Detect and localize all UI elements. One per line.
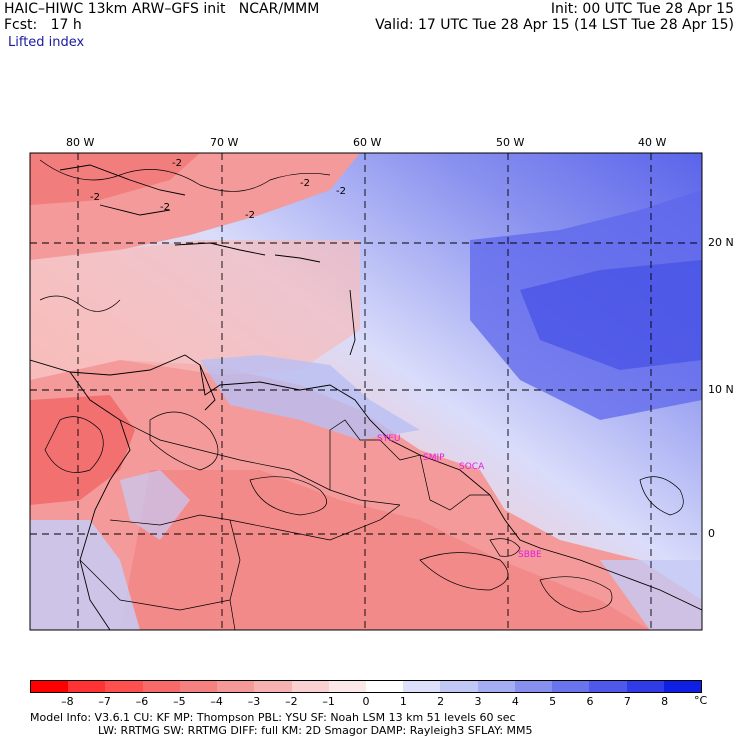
- colorbar-swatch: [291, 681, 329, 692]
- colorbar-tick-label: 3: [474, 695, 482, 708]
- colorbar-tick-label: 4: [511, 695, 519, 708]
- colorbar-swatch: [663, 681, 701, 692]
- field-name: Lifted index: [8, 35, 85, 50]
- colorbar-swatch: [254, 681, 292, 692]
- colorbar-swatch: [68, 681, 106, 692]
- colorbar-tick-label: –6: [135, 695, 149, 708]
- map-frame: [29, 152, 703, 631]
- model-info-line1: Model Info: V3.6.1 CU: KF MP: Thompson P…: [30, 711, 516, 724]
- colorbar: [30, 680, 702, 693]
- lon-label-70w: 70 W: [210, 136, 239, 149]
- lon-label-80w: 80 W: [66, 136, 95, 149]
- station-syeu: SYEU: [377, 434, 400, 444]
- colorbar-swatch: [105, 681, 143, 692]
- lat-label-20n: 20 N: [708, 236, 734, 249]
- colorbar-swatch: [179, 681, 218, 692]
- colorbar-swatch: [477, 681, 515, 692]
- colorbar-swatch: [142, 681, 180, 692]
- lat-lon-grid: [30, 153, 702, 630]
- colorbar-swatch: [589, 681, 627, 692]
- colorbar-tick-label: –2: [285, 695, 298, 708]
- colorbar-tick-label: –5: [173, 695, 186, 708]
- colorbar-swatch: [365, 681, 404, 692]
- colorbar-swatch: [217, 681, 255, 692]
- colorbar-tick-label: –3: [247, 695, 261, 708]
- contour-label: -2: [245, 210, 255, 221]
- colorbar-tick-label: –7: [98, 695, 111, 708]
- colorbar-swatch: [514, 681, 553, 692]
- colorbar-swatch: [328, 681, 366, 692]
- colorbar-swatch: [440, 681, 478, 692]
- colorbar-swatch: [552, 681, 590, 692]
- station-soca: SOCA: [459, 462, 485, 472]
- colorbar-tick-label: 7: [623, 695, 631, 708]
- country-borders: [79, 419, 490, 630]
- lat-label-10n: 10 N: [708, 383, 734, 396]
- colorbar-tick-label: 5: [549, 695, 557, 708]
- model-title: HAIC–HIWC 13km ARW–GFS init NCAR/MMM: [4, 1, 320, 17]
- colorbar-swatch: [403, 681, 441, 692]
- colorbar-tick-label: –4: [210, 695, 223, 708]
- colorbar-tick-label: –8: [61, 695, 74, 708]
- contour-label: -2: [172, 158, 182, 169]
- coastlines: [30, 164, 702, 630]
- colorbar-ticks: –8 –7 –6 –5 –4 –3 –2 –1 0 1 2 3 4 5 6 7 8: [30, 695, 702, 708]
- colorbar-unit: °C: [694, 694, 708, 707]
- forecast-hour: Fcst: 17 h: [4, 17, 82, 33]
- contour-label: -2: [300, 178, 310, 189]
- colorbar-swatch: [626, 681, 664, 692]
- colorbar-tick-label: 0: [362, 695, 370, 708]
- colorbar-tick-label: 6: [586, 695, 594, 708]
- init-time: Init: 00 UTC Tue 28 Apr 15: [550, 1, 734, 17]
- lon-label-40w: 40 W: [638, 136, 667, 149]
- station-sbbe: SBBE: [518, 550, 542, 560]
- contour-label: -2: [90, 192, 100, 203]
- model-info-line2: LW: RRTMG SW: RRTMG DIFF: full KM: 2D Sm…: [98, 724, 533, 737]
- colorbar-tick-label: 2: [437, 695, 445, 708]
- colorbar-swatch: [31, 681, 69, 692]
- station-smjp: SMJP: [423, 453, 445, 463]
- colorbar-tick-label: –1: [322, 695, 335, 708]
- colorbar-tick-label: 8: [661, 695, 669, 708]
- contour-label: -2: [160, 202, 170, 213]
- lat-label-0: 0: [708, 527, 715, 540]
- lon-label-60w: 60 W: [353, 136, 382, 149]
- lon-label-50w: 50 W: [496, 136, 525, 149]
- warm-region-colombia: [30, 395, 135, 505]
- valid-time: Valid: 17 UTC Tue 28 Apr 15 (14 LST Tue …: [375, 17, 734, 33]
- colorbar-tick-label: 1: [399, 695, 407, 708]
- contour-label: -2: [336, 186, 346, 197]
